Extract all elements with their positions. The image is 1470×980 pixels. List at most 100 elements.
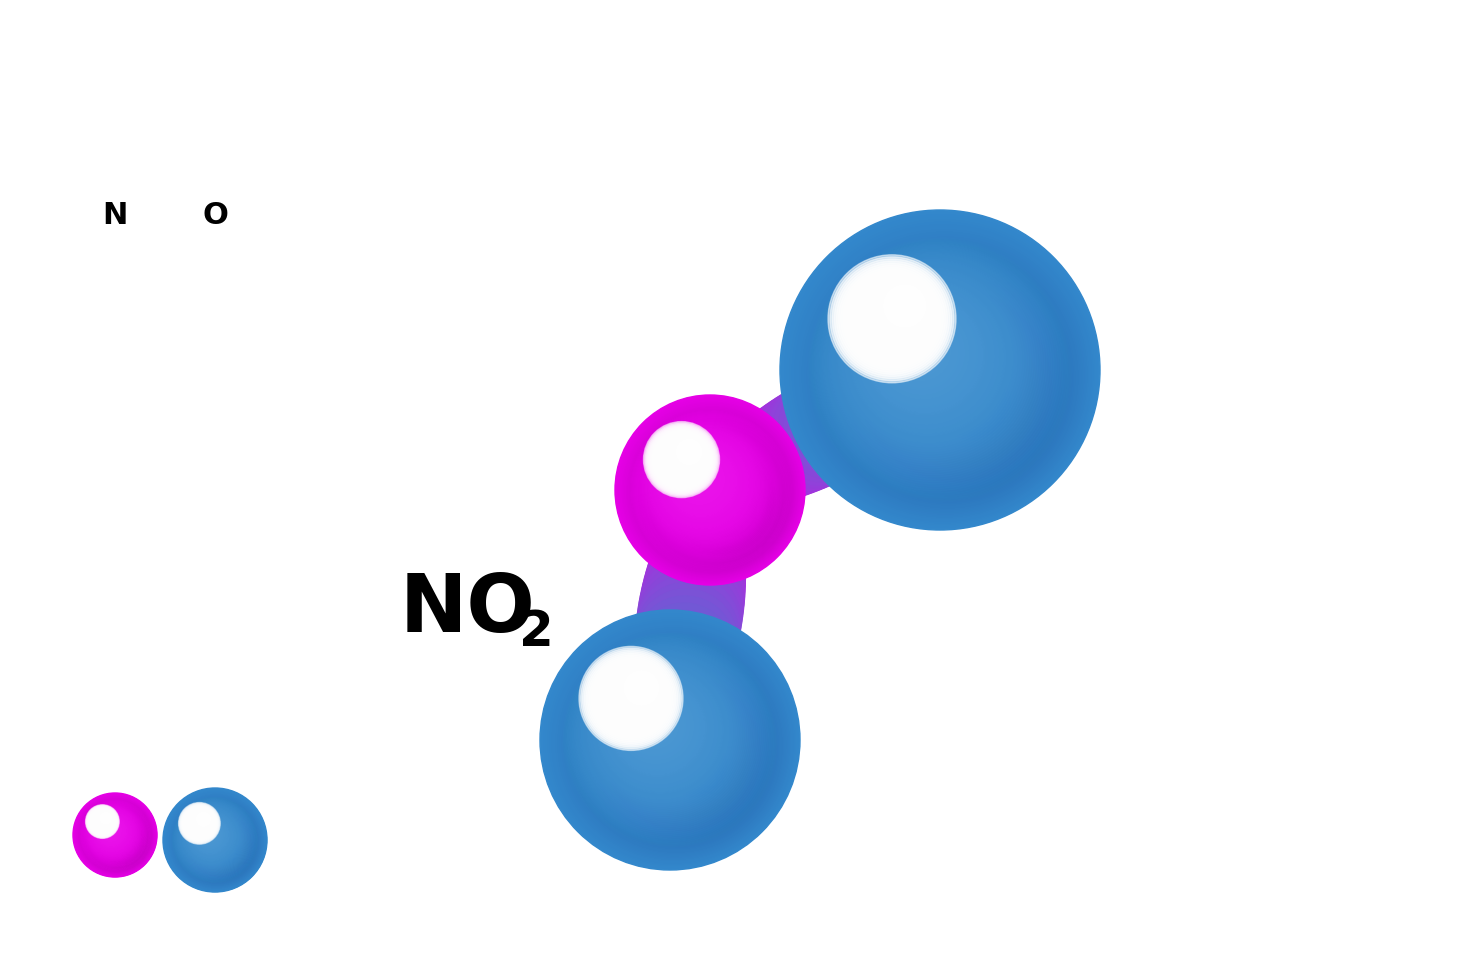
Circle shape xyxy=(892,294,917,318)
Circle shape xyxy=(900,330,1028,458)
Circle shape xyxy=(82,803,144,864)
Circle shape xyxy=(873,303,1045,474)
Circle shape xyxy=(639,710,666,735)
Circle shape xyxy=(835,262,950,376)
Circle shape xyxy=(638,664,714,741)
Circle shape xyxy=(684,464,711,492)
Circle shape xyxy=(932,363,1008,438)
Circle shape xyxy=(676,457,722,502)
Circle shape xyxy=(964,395,989,419)
Circle shape xyxy=(559,628,789,859)
Circle shape xyxy=(639,419,772,552)
Circle shape xyxy=(184,808,215,839)
Circle shape xyxy=(675,454,688,465)
Circle shape xyxy=(198,824,219,844)
Circle shape xyxy=(716,496,744,524)
Circle shape xyxy=(800,230,1073,503)
Circle shape xyxy=(960,390,992,422)
Circle shape xyxy=(657,436,781,560)
Circle shape xyxy=(692,472,700,480)
Circle shape xyxy=(686,757,713,782)
Circle shape xyxy=(723,416,811,505)
Circle shape xyxy=(672,481,741,549)
Circle shape xyxy=(90,809,135,856)
Circle shape xyxy=(187,811,253,878)
Circle shape xyxy=(625,671,659,705)
Circle shape xyxy=(629,410,797,576)
Circle shape xyxy=(714,495,745,525)
Circle shape xyxy=(679,459,719,499)
Circle shape xyxy=(87,807,138,858)
Circle shape xyxy=(670,448,692,471)
Circle shape xyxy=(904,334,932,362)
Circle shape xyxy=(193,816,206,830)
Circle shape xyxy=(914,345,1019,449)
Circle shape xyxy=(179,804,219,843)
Circle shape xyxy=(856,285,1055,485)
Circle shape xyxy=(191,815,207,832)
Circle shape xyxy=(911,341,923,353)
Circle shape xyxy=(637,417,775,555)
Circle shape xyxy=(845,271,939,366)
Circle shape xyxy=(832,263,1069,499)
Circle shape xyxy=(619,400,803,582)
Circle shape xyxy=(807,237,1083,514)
Circle shape xyxy=(178,804,245,871)
Circle shape xyxy=(673,453,770,550)
Circle shape xyxy=(709,488,748,529)
Circle shape xyxy=(914,344,919,348)
Circle shape xyxy=(875,305,972,401)
Circle shape xyxy=(197,822,247,871)
Circle shape xyxy=(781,210,1100,530)
Circle shape xyxy=(198,824,245,870)
Circle shape xyxy=(857,286,997,426)
Circle shape xyxy=(641,545,744,648)
Circle shape xyxy=(173,798,262,886)
Circle shape xyxy=(591,662,731,801)
Circle shape xyxy=(213,838,237,861)
Circle shape xyxy=(93,811,113,832)
Circle shape xyxy=(638,563,742,667)
Circle shape xyxy=(101,822,118,838)
Circle shape xyxy=(745,395,847,495)
Circle shape xyxy=(676,746,719,788)
Circle shape xyxy=(670,450,772,552)
Circle shape xyxy=(850,276,935,362)
Circle shape xyxy=(201,816,206,822)
Circle shape xyxy=(889,320,1033,464)
Circle shape xyxy=(626,407,798,578)
Circle shape xyxy=(204,829,212,837)
Circle shape xyxy=(632,413,782,562)
Circle shape xyxy=(666,490,742,565)
Circle shape xyxy=(631,412,784,564)
Circle shape xyxy=(87,807,118,837)
Circle shape xyxy=(197,812,210,826)
Circle shape xyxy=(688,759,711,781)
Circle shape xyxy=(226,852,229,854)
Circle shape xyxy=(681,461,716,496)
Circle shape xyxy=(676,456,769,549)
Circle shape xyxy=(222,848,231,857)
Circle shape xyxy=(96,814,109,828)
Circle shape xyxy=(689,469,760,540)
Circle shape xyxy=(93,813,129,850)
Circle shape xyxy=(664,734,726,796)
Circle shape xyxy=(653,430,710,489)
Circle shape xyxy=(219,844,234,858)
Circle shape xyxy=(663,494,742,573)
Circle shape xyxy=(835,265,1026,457)
Circle shape xyxy=(654,433,782,562)
Circle shape xyxy=(659,438,747,526)
Circle shape xyxy=(688,468,706,485)
Circle shape xyxy=(878,308,1042,471)
Circle shape xyxy=(942,372,1003,432)
Circle shape xyxy=(81,800,147,867)
Circle shape xyxy=(664,445,738,518)
Circle shape xyxy=(885,313,898,325)
Circle shape xyxy=(923,353,1014,445)
Circle shape xyxy=(679,442,698,462)
Circle shape xyxy=(201,827,244,868)
Circle shape xyxy=(895,325,1030,461)
Circle shape xyxy=(920,350,1016,446)
Circle shape xyxy=(795,225,1091,521)
